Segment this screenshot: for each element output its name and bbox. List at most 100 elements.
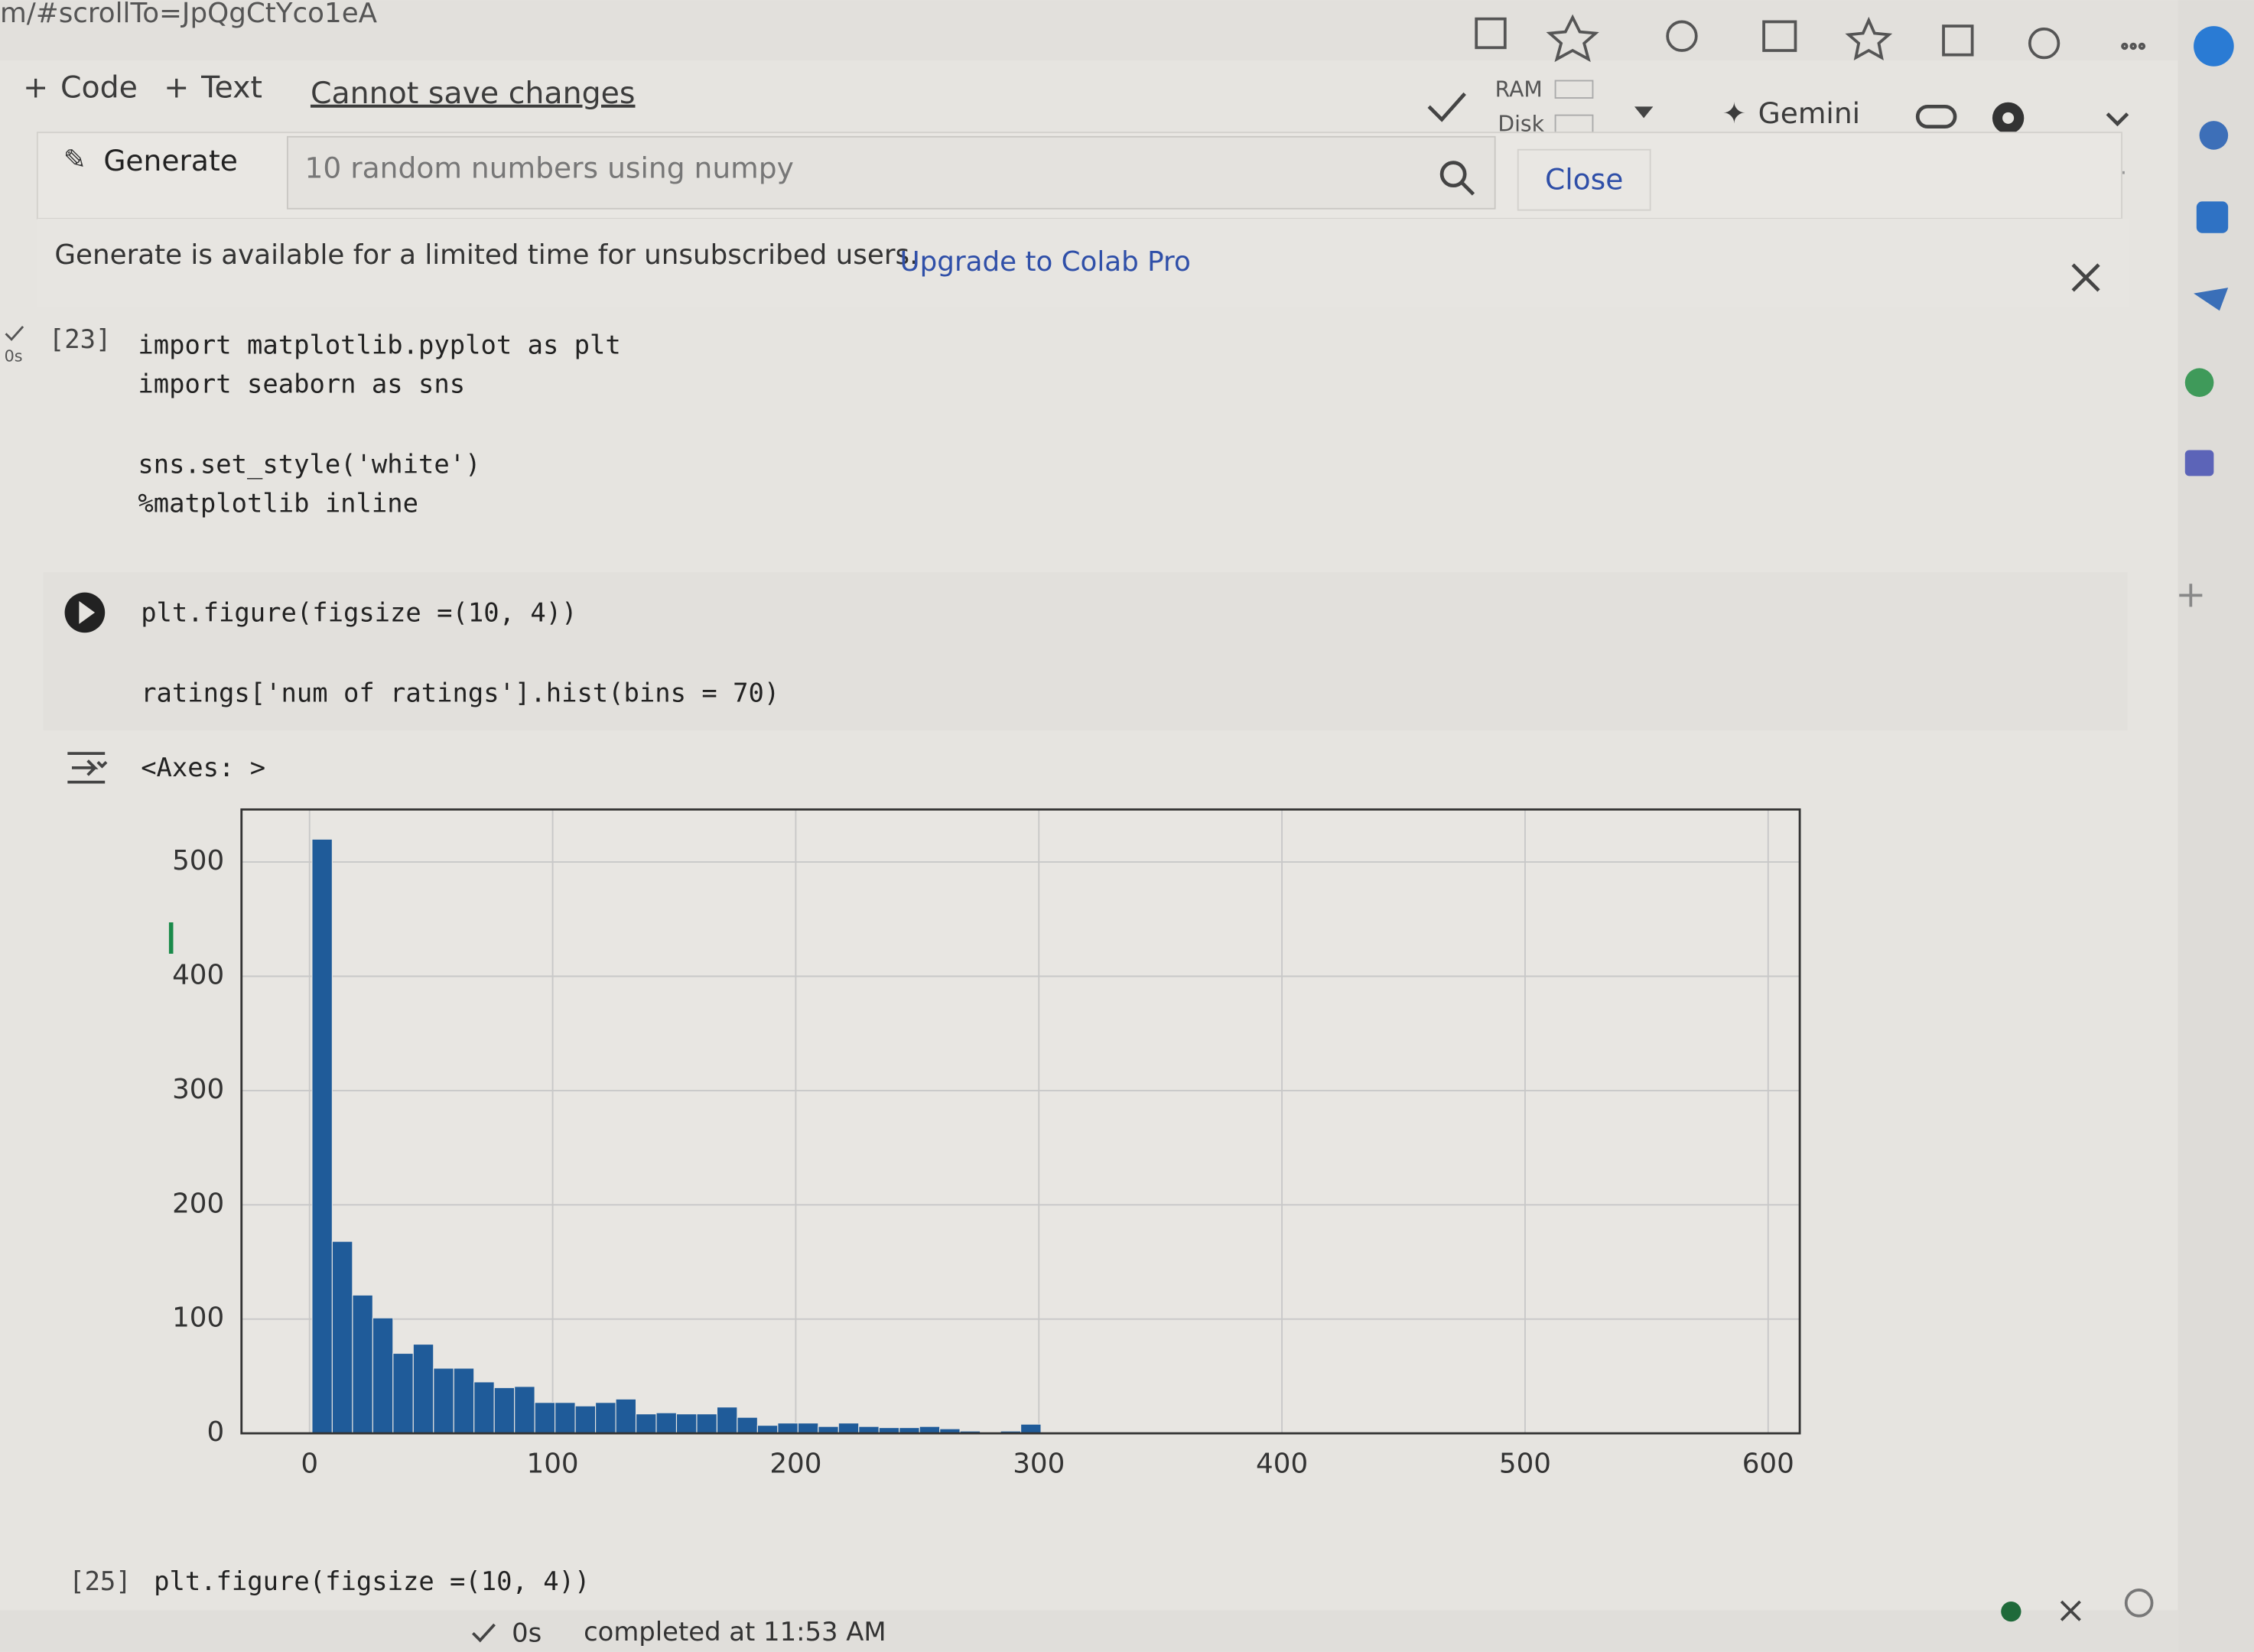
code-line: plt.figure(figsize =(10, 4))	[154, 1566, 590, 1596]
histogram: 0 100 200 300 400 500 0 100 200 300 400 500 600	[172, 808, 1801, 1479]
bar	[534, 1402, 556, 1434]
code-line: ratings['num of ratings'].hist(bins = 70…	[141, 678, 779, 708]
generate-button[interactable]: ✎	[63, 145, 86, 176]
prompt-placeholder[interactable]: 10 random numbers using numpy	[304, 151, 793, 185]
bar	[716, 1406, 738, 1434]
plot-frame	[240, 808, 1801, 1435]
sidebar-icon[interactable]	[2194, 288, 2229, 311]
sidebar-icon[interactable]	[2199, 121, 2229, 150]
x-tick-label: 200	[769, 1448, 821, 1479]
output-text: <Axes: >	[141, 753, 265, 782]
settings-icon	[2002, 112, 2015, 124]
plot-area	[241, 809, 1800, 1434]
add-text[interactable]: +	[164, 70, 189, 105]
bar	[797, 1423, 819, 1434]
x-tick-label: 500	[1499, 1448, 1551, 1479]
code-line: import matplotlib.pyplot as plt	[138, 330, 620, 360]
y-tick-label: 200	[172, 1188, 224, 1219]
status-bar	[0, 1610, 2178, 1652]
banner-link[interactable]: Upgrade to Colab Pro	[900, 246, 1191, 278]
ram-label: RAM	[1495, 77, 1543, 102]
url: m/#scrollTo=JpQgCtYco1eA	[0, 0, 378, 29]
gemini-button[interactable]: Gemini	[1758, 96, 1861, 130]
x-tick-label: 100	[527, 1448, 579, 1479]
exec-time: 0s	[5, 346, 23, 365]
y-tick-label: 400	[172, 960, 224, 991]
runtime-menu[interactable]	[1634, 106, 1654, 119]
bar	[696, 1413, 718, 1434]
ram-meter	[1554, 80, 1594, 99]
bar	[777, 1423, 798, 1434]
text-cursor: I	[164, 915, 177, 964]
connected-check	[1427, 92, 1466, 122]
bar	[311, 838, 333, 1434]
exec-count: [25]	[69, 1566, 131, 1596]
x-tick-label: 0	[301, 1448, 318, 1479]
sidebar-icon[interactable]	[2196, 201, 2229, 233]
browser-bar	[0, 0, 2178, 61]
bar	[514, 1386, 535, 1434]
add-code[interactable]: +	[23, 70, 48, 105]
close-button[interactable]: Close	[1545, 163, 1623, 197]
banner-close[interactable]	[2071, 263, 2100, 292]
bar	[493, 1387, 516, 1434]
close-button[interactable]	[1517, 148, 1651, 211]
search-icon	[1460, 181, 1475, 196]
bar	[574, 1405, 597, 1434]
link-icon[interactable]	[1915, 104, 1957, 128]
code-line: sns.set_style('white')	[138, 450, 480, 480]
bar	[372, 1317, 394, 1434]
bar	[756, 1425, 779, 1434]
sidebar-icon[interactable]	[2194, 26, 2234, 67]
bar	[737, 1416, 758, 1434]
bar	[473, 1381, 495, 1434]
save-status[interactable]: Cannot save changes	[311, 76, 636, 111]
bar	[331, 1241, 353, 1434]
x-tick-label: 600	[1742, 1448, 1794, 1479]
bar	[615, 1398, 637, 1434]
bar	[675, 1413, 698, 1434]
bar	[635, 1413, 657, 1434]
bar	[433, 1367, 454, 1434]
bar	[412, 1343, 434, 1434]
sidebar	[2178, 0, 2254, 1652]
gemini-button[interactable]: ✦	[1722, 96, 1747, 130]
sidebar-icon[interactable]	[2184, 368, 2214, 397]
bar	[453, 1367, 475, 1434]
bar	[555, 1402, 576, 1434]
exec-count: [23]	[49, 324, 111, 354]
add-text[interactable]: Text	[200, 70, 262, 105]
generate-button[interactable]: Generate	[103, 144, 238, 177]
status-close[interactable]	[2060, 1600, 2081, 1621]
code-line: plt.figure(figsize =(10, 4))	[141, 597, 577, 627]
x-tick-label: 400	[1256, 1448, 1308, 1479]
banner	[37, 218, 2129, 308]
status-time: 0s	[512, 1618, 542, 1648]
sidebar-add[interactable]	[2179, 584, 2203, 607]
output-toggle[interactable]	[67, 752, 108, 784]
y-tick-label: 300	[172, 1074, 224, 1105]
x-tick-label: 300	[1013, 1448, 1065, 1479]
code-cell[interactable]	[43, 572, 2128, 731]
runtime-dot	[2001, 1601, 2021, 1622]
bar	[655, 1412, 678, 1434]
bar	[595, 1402, 616, 1434]
search-icon[interactable]	[1439, 161, 1467, 188]
add-code[interactable]: Code	[60, 70, 138, 105]
run-button	[79, 600, 96, 624]
sidebar-icon[interactable]	[2184, 450, 2214, 476]
bar	[1020, 1423, 1042, 1434]
status-settings[interactable]	[2124, 1589, 2154, 1618]
y-tick-label: 0	[207, 1416, 224, 1448]
collapse-icon[interactable]	[2106, 112, 2129, 127]
status-check	[472, 1623, 496, 1643]
banner-message: Generate is available for a limited time…	[54, 239, 918, 271]
status-message: completed at 11:53 AM	[584, 1617, 886, 1647]
bar	[352, 1294, 373, 1434]
exec-check	[5, 325, 24, 341]
code-line: %matplotlib inline	[138, 488, 418, 518]
prompt-input[interactable]	[286, 135, 1496, 210]
code-line: import seaborn as sns	[138, 369, 465, 398]
